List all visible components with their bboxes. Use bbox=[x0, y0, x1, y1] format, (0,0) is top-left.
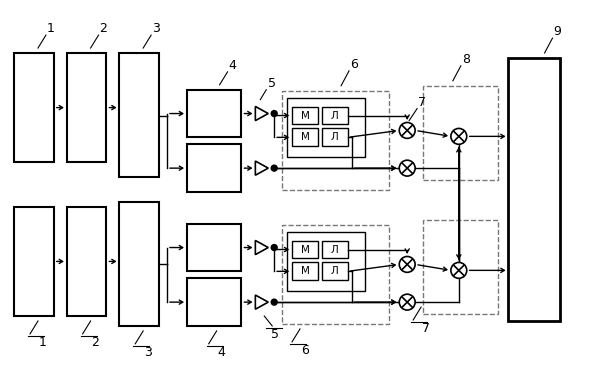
Bar bbox=[322, 128, 347, 146]
Bar bbox=[509, 58, 560, 321]
Polygon shape bbox=[255, 240, 268, 254]
Text: 8: 8 bbox=[462, 53, 470, 66]
Text: 4: 4 bbox=[218, 346, 226, 359]
Text: Л: Л bbox=[331, 110, 338, 121]
Text: 2: 2 bbox=[99, 22, 107, 35]
Bar bbox=[423, 220, 497, 314]
Bar bbox=[322, 262, 347, 280]
Bar bbox=[14, 207, 54, 316]
Circle shape bbox=[272, 165, 277, 171]
Text: 3: 3 bbox=[152, 22, 160, 35]
Text: M: M bbox=[300, 266, 309, 276]
Text: Л: Л bbox=[331, 266, 338, 276]
Text: 7: 7 bbox=[422, 322, 430, 335]
Text: 1: 1 bbox=[47, 22, 55, 35]
Text: Л: Л bbox=[331, 132, 338, 142]
Bar bbox=[292, 128, 318, 146]
Text: M: M bbox=[300, 110, 309, 121]
Polygon shape bbox=[255, 295, 268, 309]
Bar bbox=[282, 91, 389, 190]
Text: 2: 2 bbox=[92, 336, 99, 349]
Bar bbox=[187, 278, 241, 326]
Bar bbox=[292, 107, 318, 125]
Polygon shape bbox=[255, 106, 268, 121]
Bar bbox=[119, 53, 159, 177]
Bar bbox=[423, 86, 497, 180]
Text: 5: 5 bbox=[272, 328, 279, 341]
Bar bbox=[119, 202, 159, 326]
Bar bbox=[287, 98, 365, 157]
Circle shape bbox=[272, 244, 277, 250]
Bar bbox=[292, 262, 318, 280]
Text: Л: Л bbox=[331, 244, 338, 254]
Bar bbox=[292, 241, 318, 259]
Polygon shape bbox=[255, 161, 268, 175]
Bar bbox=[67, 53, 107, 162]
Text: 6: 6 bbox=[301, 344, 309, 357]
Text: 1: 1 bbox=[39, 336, 47, 349]
Text: 3: 3 bbox=[144, 346, 152, 359]
Text: 6: 6 bbox=[350, 58, 358, 71]
Circle shape bbox=[272, 299, 277, 305]
Text: 7: 7 bbox=[418, 96, 426, 109]
Bar bbox=[187, 144, 241, 192]
Text: M: M bbox=[300, 244, 309, 254]
Bar bbox=[14, 53, 54, 162]
Circle shape bbox=[399, 294, 415, 310]
Text: 5: 5 bbox=[268, 77, 276, 90]
Circle shape bbox=[451, 128, 467, 144]
Circle shape bbox=[451, 262, 467, 278]
Bar bbox=[322, 107, 347, 125]
Circle shape bbox=[272, 110, 277, 116]
Circle shape bbox=[399, 256, 415, 272]
Text: 4: 4 bbox=[229, 59, 237, 72]
Text: 9: 9 bbox=[553, 25, 562, 38]
Bar bbox=[67, 207, 107, 316]
Bar bbox=[187, 224, 241, 271]
Bar bbox=[282, 225, 389, 324]
Text: M: M bbox=[300, 132, 309, 142]
Circle shape bbox=[399, 160, 415, 176]
Bar bbox=[287, 232, 365, 291]
Circle shape bbox=[399, 122, 415, 138]
Bar bbox=[187, 90, 241, 137]
Bar bbox=[322, 241, 347, 259]
